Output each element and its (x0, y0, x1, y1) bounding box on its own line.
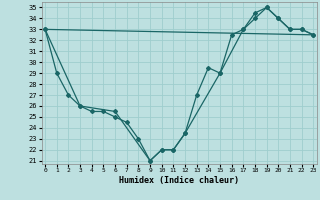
X-axis label: Humidex (Indice chaleur): Humidex (Indice chaleur) (119, 176, 239, 185)
